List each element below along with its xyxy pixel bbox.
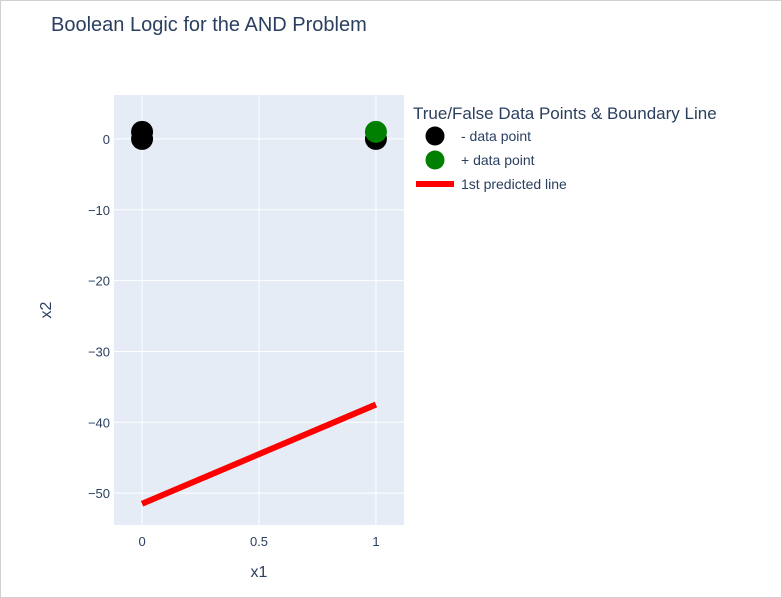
data-point-0-1: [131, 120, 154, 143]
chart-title: Boolean Logic for the AND Problem: [51, 14, 367, 36]
y-tick-label: −10: [88, 203, 110, 218]
x-tick-labels: 0 0.5 1: [138, 534, 379, 549]
x-tick-label: 1: [372, 534, 379, 549]
y-tick-labels: 0 −10 −20 −30 −40 −50: [88, 132, 110, 501]
legend: True/False Data Points & Boundary Line -…: [413, 104, 717, 192]
data-point-1-0: [364, 120, 387, 143]
y-tick-label: −50: [88, 486, 110, 501]
y-tick-label: 0: [103, 132, 110, 147]
x-axis-label: x1: [251, 564, 268, 581]
legend-marker-1: [425, 150, 445, 170]
x-tick-label: 0: [138, 534, 145, 549]
series-layer: [131, 120, 387, 507]
legend-marker-0: [425, 126, 445, 146]
legend-title: True/False Data Points & Boundary Line: [413, 104, 717, 123]
y-tick-label: −30: [88, 344, 110, 359]
legend-label-2: 1st predicted line: [461, 176, 567, 192]
series-line-2: [140, 401, 378, 507]
y-axis-label: x2: [38, 301, 55, 318]
legend-label-0: - data point: [461, 128, 531, 144]
y-tick-label: −40: [88, 415, 110, 430]
x-tick-label: 0.5: [250, 534, 268, 549]
y-tick-label: −20: [88, 274, 110, 289]
legend-label-1: + data point: [461, 152, 535, 168]
